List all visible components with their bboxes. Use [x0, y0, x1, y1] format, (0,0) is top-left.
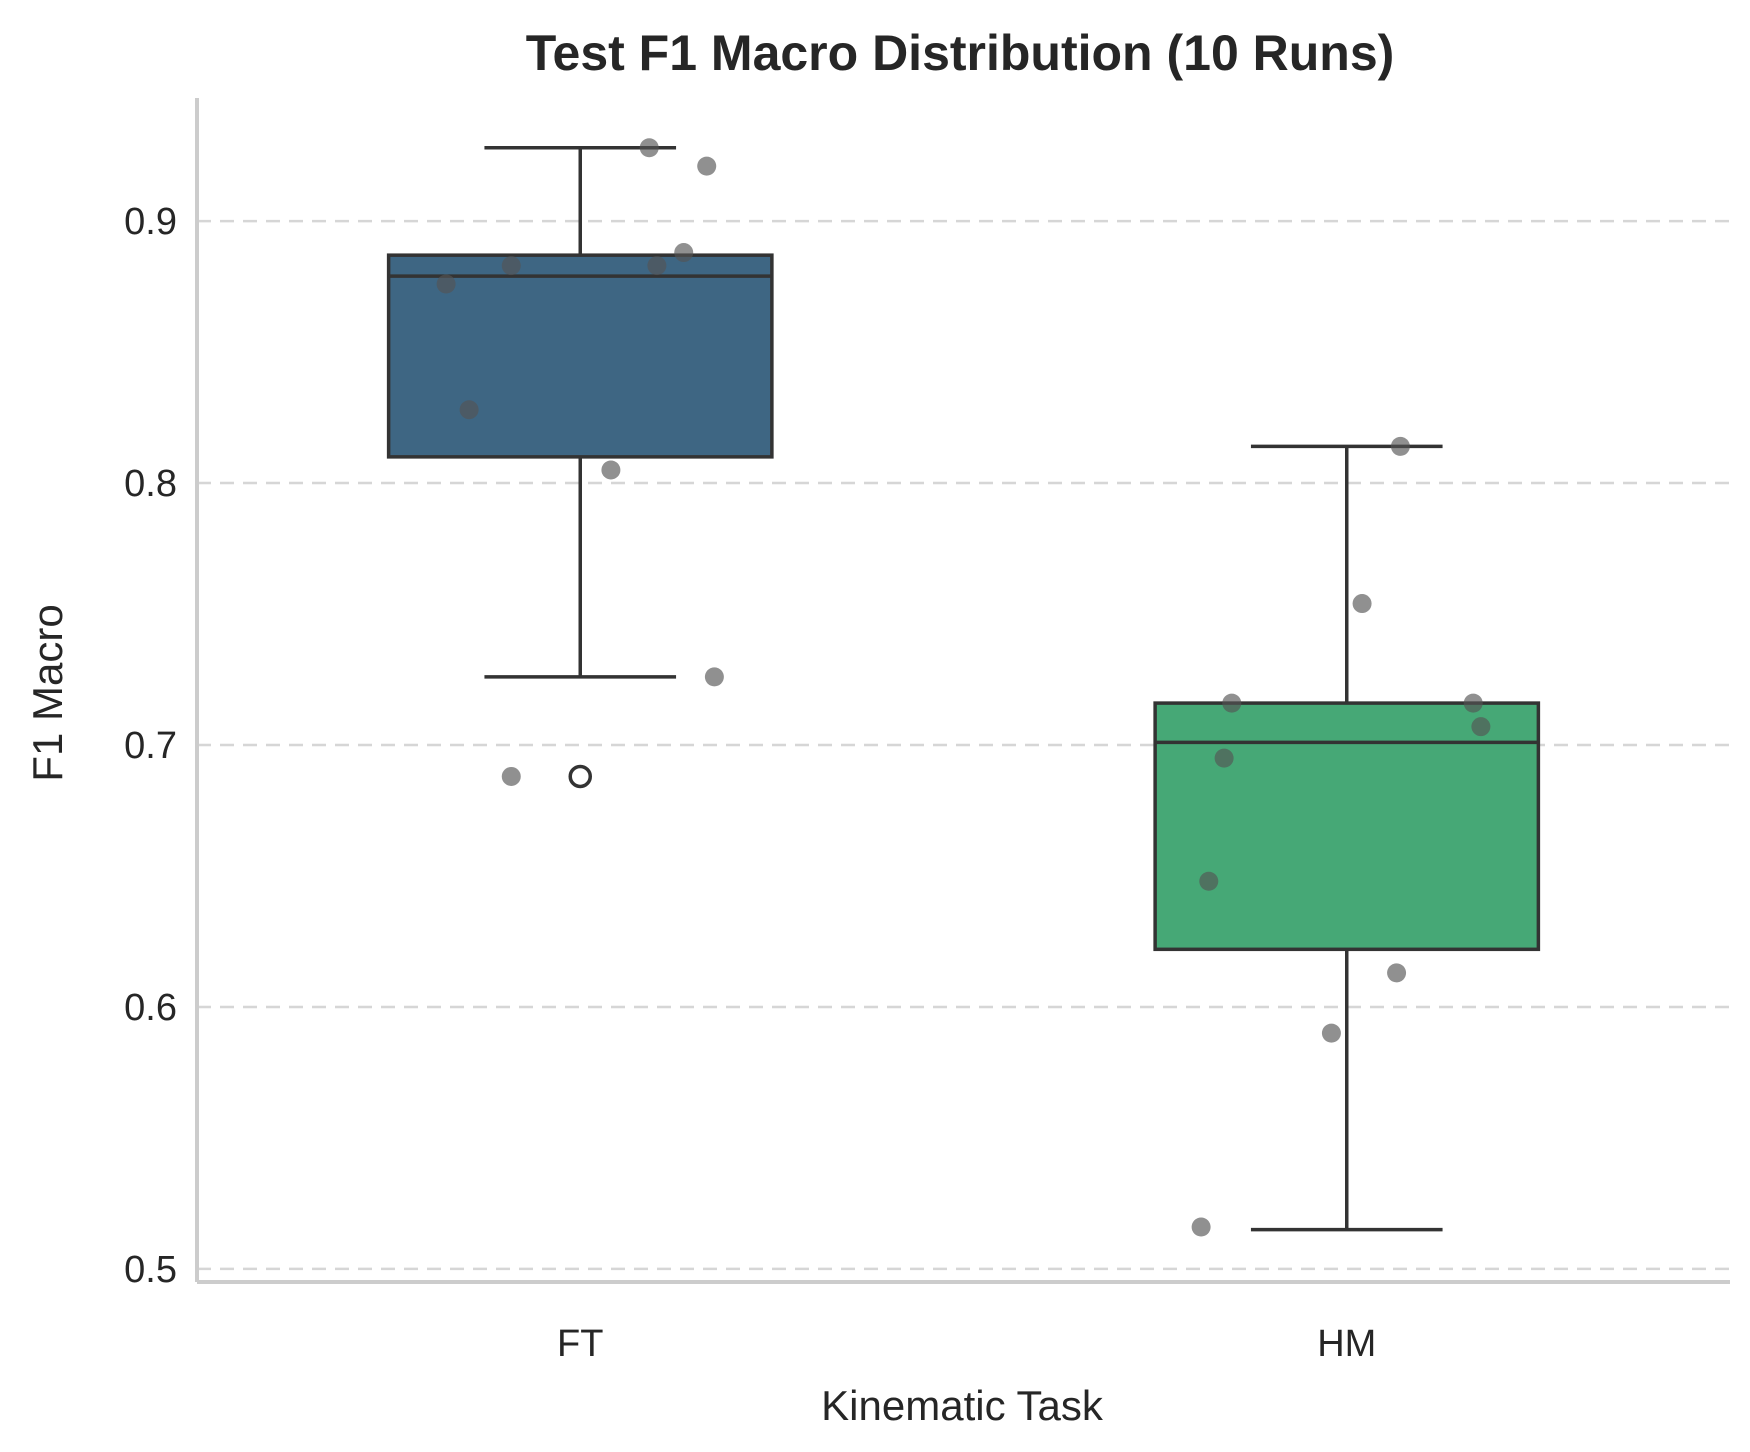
y-tick-label: 0.6 [124, 987, 177, 1029]
y-tick-label: 0.9 [124, 201, 177, 243]
data-point [436, 274, 456, 294]
chart-title: Test F1 Macro Distribution (10 Runs) [526, 25, 1395, 81]
outlier-marker [568, 764, 592, 789]
data-point [697, 156, 717, 176]
y-tick-label: 0.7 [124, 725, 177, 767]
data-point [647, 256, 667, 276]
data-points [436, 138, 1491, 1237]
data-point [501, 766, 521, 786]
x-axis-label: Kinematic Task [821, 1382, 1104, 1429]
x-tick-labels: FT HM [557, 1323, 1376, 1365]
data-point [674, 243, 694, 263]
y-tick-label: 0.5 [124, 1249, 177, 1291]
data-point [1199, 871, 1219, 891]
boxes [386, 146, 1541, 1232]
iqr-box [1153, 701, 1541, 952]
y-tick-labels: 0.5 0.6 0.7 0.8 0.9 [124, 201, 177, 1291]
data-point [1214, 748, 1234, 768]
x-tick-label: FT [557, 1323, 603, 1365]
y-axis-label: F1 Macro [24, 604, 71, 781]
box-ft [386, 146, 774, 789]
data-point [1352, 594, 1372, 614]
y-tick-label: 0.8 [124, 463, 177, 505]
data-point [601, 460, 621, 480]
data-point [1222, 693, 1242, 713]
box-hm [1153, 444, 1541, 1232]
data-point [459, 400, 479, 420]
data-point [1463, 693, 1483, 713]
y-gridlines [197, 219, 1730, 1271]
data-point [704, 667, 724, 687]
data-point [1321, 1023, 1341, 1043]
data-point [639, 138, 659, 158]
data-point [1191, 1217, 1211, 1237]
data-point [1387, 963, 1407, 983]
data-point [1471, 717, 1491, 737]
x-tick-label: HM [1317, 1323, 1376, 1365]
data-point [501, 256, 521, 276]
data-point [1390, 436, 1410, 456]
